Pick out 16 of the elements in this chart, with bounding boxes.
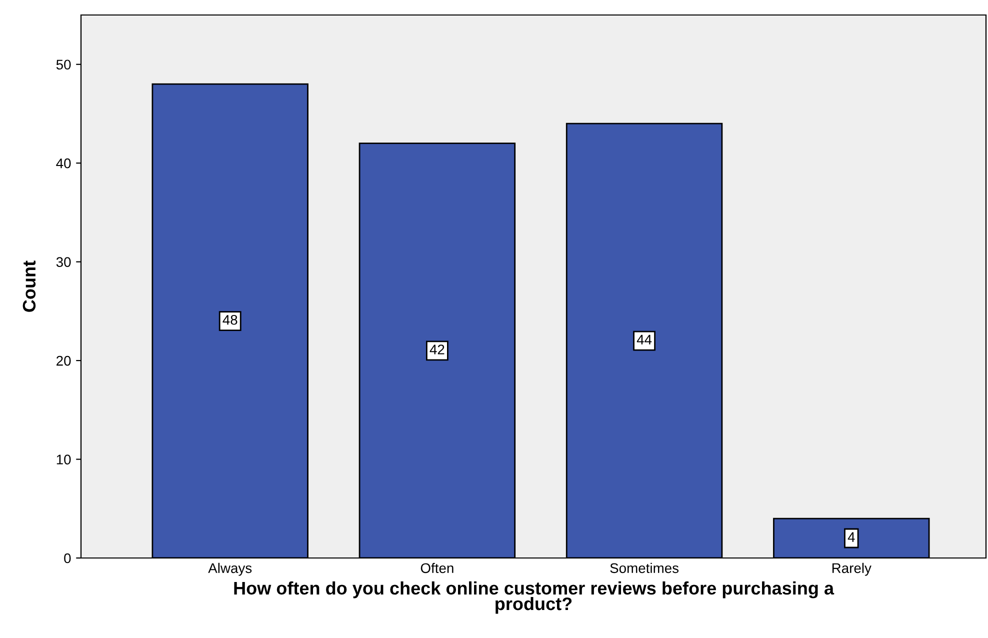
- x-tick-label: Rarely: [832, 562, 872, 576]
- x-axis-title: How often do you check online customer reviews before purchasing a product?: [234, 581, 834, 614]
- x-tick-label: Always: [208, 562, 252, 576]
- y-axis-title: Count: [22, 260, 36, 312]
- x-tick-label: Sometimes: [610, 562, 679, 574]
- data-label: 42: [430, 344, 444, 354]
- y-tick-label: 40: [56, 158, 71, 168]
- data-label: 4: [848, 532, 855, 542]
- y-tick-label: 0: [64, 553, 71, 564]
- x-tick-label: Often: [420, 562, 454, 574]
- y-tick-label: 50: [56, 60, 71, 70]
- y-tick-label: 20: [56, 356, 71, 366]
- data-label: 48: [222, 314, 238, 325]
- data-label: 44: [636, 334, 652, 344]
- y-tick-label: 30: [56, 257, 71, 267]
- y-tick-label: 10: [56, 454, 71, 464]
